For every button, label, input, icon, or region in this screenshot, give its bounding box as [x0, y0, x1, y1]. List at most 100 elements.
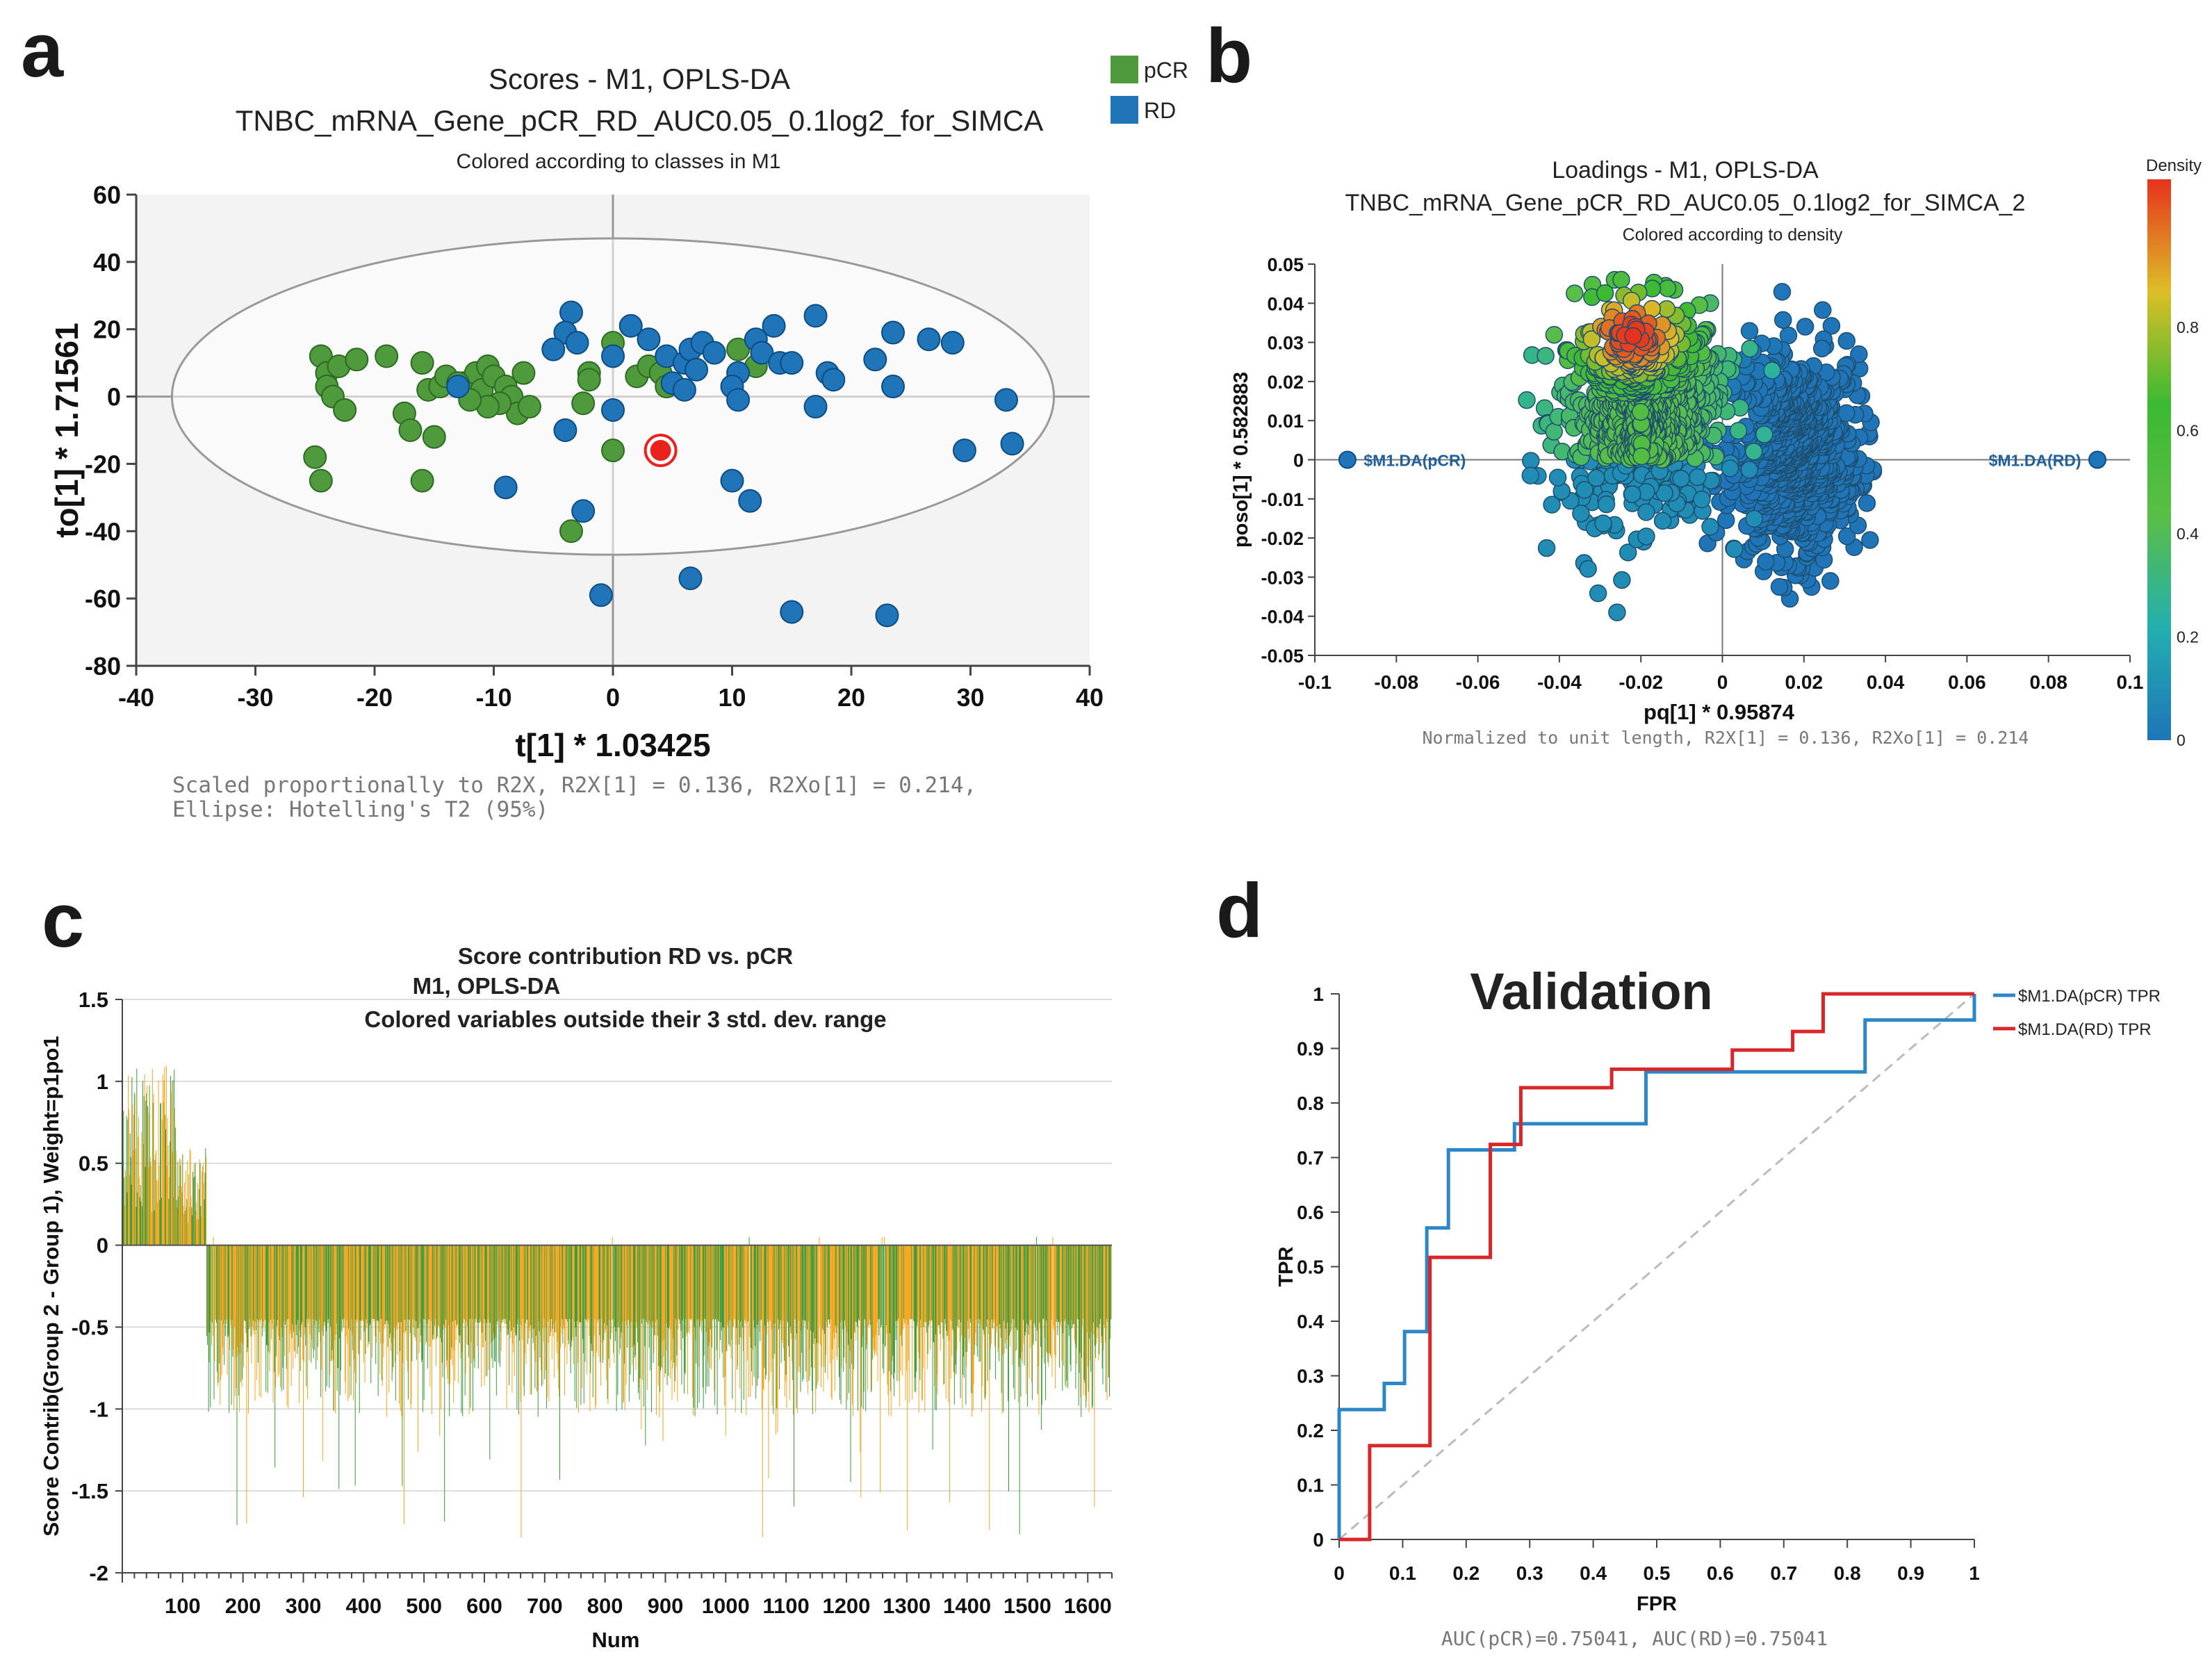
pcr-point: [410, 468, 434, 493]
rd-point: [541, 337, 566, 361]
x-tick-label: 0.3: [1516, 1562, 1543, 1584]
x-tick-label: 1100: [762, 1594, 809, 1618]
loading-point: [1637, 503, 1655, 521]
loading-point: [1594, 514, 1612, 532]
rd-point: [618, 313, 643, 338]
rd-point: [571, 499, 596, 523]
rd-point: [952, 439, 976, 463]
rd-point: [762, 313, 786, 338]
loading-point: [1740, 461, 1758, 479]
y-tick-label: 0: [1293, 450, 1304, 471]
pcr-point: [375, 344, 399, 368]
roc-curve-rd: [1339, 992, 1974, 1542]
legend-label-rd: RD: [1144, 98, 1176, 123]
x-tick-label: 0: [1717, 671, 1728, 693]
x-tick-label: -30: [237, 683, 273, 712]
pcr-point: [511, 361, 536, 385]
y-tick-label: 0.02: [1267, 372, 1304, 393]
x-axis-label: FPR: [1637, 1593, 1677, 1615]
y-axis-label: Score Contrib(Group 2 - Group 1), Weight…: [39, 1036, 63, 1536]
chart-subtitle2: Colored variables outside their 3 std. d…: [364, 1006, 886, 1032]
loading-point: [1572, 505, 1590, 523]
footnote: Scaled proportionally to R2X, R2X[1] = 0…: [172, 773, 976, 798]
rd-point: [726, 388, 751, 412]
loading-point: [1725, 540, 1744, 558]
panel-letter-a: a: [21, 8, 64, 93]
x-tick-label: 0.1: [1389, 1562, 1416, 1584]
y-tick-label: 1: [97, 1070, 108, 1094]
rd-point: [559, 300, 583, 325]
rd-point: [1000, 432, 1024, 456]
loading-point: [1596, 284, 1614, 302]
y-tick-label: 40: [93, 248, 121, 277]
loading-point: [1521, 466, 1539, 484]
loading-point: [1643, 300, 1661, 318]
panel-letter-d: d: [1216, 868, 1263, 954]
x-tick-label: 0.1: [2117, 671, 2144, 693]
loading-point: [1821, 572, 1840, 590]
y-axis-label: poso[1] * 0.582883: [1230, 372, 1252, 548]
loading-point: [1587, 468, 1605, 487]
x-tick-label: 400: [345, 1594, 382, 1618]
x-tick-label: 300: [286, 1594, 322, 1618]
chart-subtitle2: Colored according to density: [1623, 225, 1843, 245]
x-axis-label: pq[1] * 0.95874: [1644, 700, 1795, 724]
y-tick-label: 1: [1313, 983, 1324, 1005]
x-tick-label: -0.1: [1298, 671, 1332, 693]
rd-point: [678, 566, 703, 591]
chance-diagonal: [1338, 992, 1975, 1541]
rd-point: [493, 475, 518, 500]
legend-label-pcr: $M1.DA(pCR) TPR: [2018, 987, 2161, 1006]
x-tick-label: 200: [225, 1594, 261, 1618]
rd-point: [881, 375, 906, 399]
x-tick-label: 700: [527, 1594, 563, 1618]
y-tick-label: 60: [93, 181, 121, 209]
y-axis-label: TPR: [1275, 1246, 1297, 1286]
loading-point: [1729, 422, 1748, 440]
y-tick-label: 0.8: [1297, 1093, 1324, 1114]
loading-point: [1612, 270, 1630, 289]
rd-point: [750, 341, 774, 365]
y-tick-label: 1.5: [79, 988, 108, 1012]
legend-label-rd: $M1.DA(RD) TPR: [2018, 1020, 2152, 1039]
loading-point: [1579, 559, 1597, 578]
pcr-point: [410, 351, 434, 375]
loading-point: [1693, 490, 1711, 509]
loading-point: [1624, 327, 1642, 345]
x-tick-label: 0: [606, 683, 620, 712]
rd-point: [702, 341, 726, 365]
rd-point: [720, 468, 744, 493]
y-tick-label: -1: [89, 1397, 108, 1421]
loading-point: [1774, 311, 1792, 329]
colorbar-tick-label: 0.2: [2177, 628, 2199, 646]
loading-point: [1582, 330, 1601, 348]
x-tick-label: 20: [837, 683, 865, 712]
rd-anchor-label: $M1.DA(RD): [1989, 452, 2081, 470]
y-tick-label: -0.04: [1261, 607, 1304, 628]
rd-point: [672, 377, 696, 402]
y-tick-label: 0.9: [1297, 1038, 1324, 1060]
y-tick-label: -0.01: [1261, 489, 1304, 510]
y-tick-label: -80: [85, 652, 121, 680]
x-tick-label: -20: [357, 683, 393, 712]
x-tick-label: -40: [118, 683, 154, 712]
pcr-point: [333, 398, 357, 422]
y-tick-label: 0: [97, 1234, 108, 1258]
loading-point: [1837, 527, 1856, 546]
y-tick-label: 0: [107, 383, 121, 411]
y-tick-label: 0.5: [79, 1152, 108, 1176]
pcr-point: [726, 337, 751, 361]
loading-point: [1608, 603, 1626, 621]
loading-point: [1850, 345, 1868, 363]
loading-point: [1822, 317, 1841, 335]
x-tick-label: 1: [1969, 1562, 1980, 1584]
y-tick-label: -20: [85, 450, 121, 478]
chart-subtitle: TNBC_mRNA_Gene_pCR_RD_AUC0.05_0.1log2_fo…: [1345, 190, 2026, 216]
y-tick-label: 0.2: [1297, 1420, 1324, 1441]
colorbar-tick-label: 0.4: [2177, 525, 2199, 543]
y-tick-label: 20: [93, 316, 121, 344]
loading-point: [1623, 485, 1641, 503]
rd-point: [875, 603, 899, 628]
rd-point: [881, 320, 906, 345]
